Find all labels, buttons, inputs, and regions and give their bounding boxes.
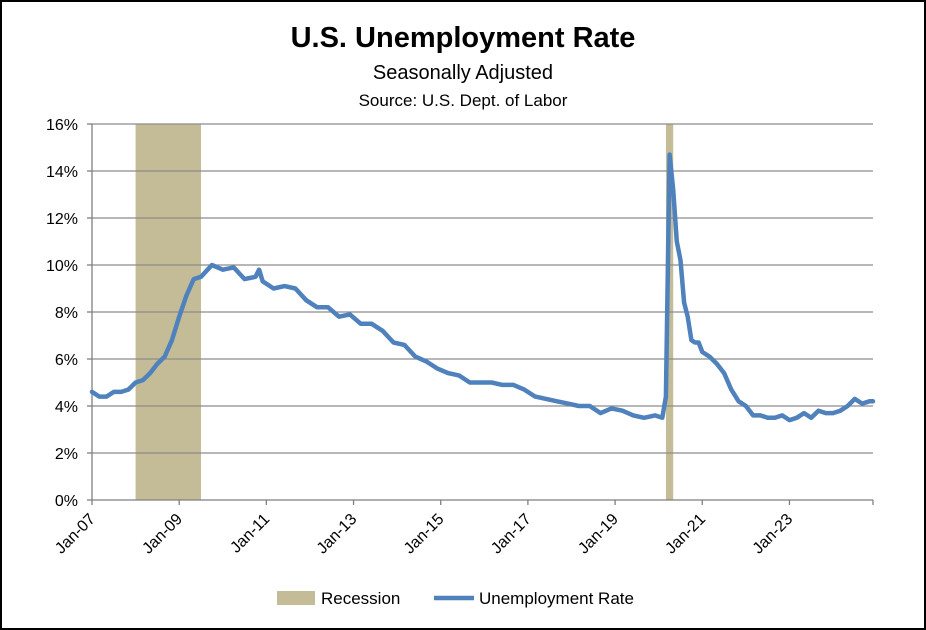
y-tick-label: 10% bbox=[46, 258, 78, 275]
x-tick-label: Jan-15 bbox=[401, 511, 448, 558]
legend-swatch-recession bbox=[277, 591, 315, 605]
x-tick-label: Jan-23 bbox=[750, 511, 797, 558]
y-tick-label: 6% bbox=[55, 352, 78, 369]
y-tick-label: 0% bbox=[55, 493, 78, 510]
x-tick-label: Jan-13 bbox=[314, 511, 361, 558]
chart-source: Source: U.S. Dept. of Labor bbox=[358, 91, 568, 110]
y-tick-label: 14% bbox=[46, 164, 78, 181]
legend-label-recession: Recession bbox=[321, 589, 400, 608]
chart-title: U.S. Unemployment Rate bbox=[290, 22, 636, 54]
y-tick-label: 16% bbox=[46, 117, 78, 134]
x-tick-labels: Jan-07 Jan-09 Jan-11 Jan-13 Jan-15 Jan-17 Jan-… bbox=[52, 511, 796, 558]
axes bbox=[87, 123, 874, 505]
gridlines bbox=[92, 123, 873, 454]
x-tick-label: Jan-21 bbox=[662, 511, 709, 558]
series-line-unemployment-rate bbox=[89, 152, 876, 423]
y-tick-label: 8% bbox=[55, 305, 78, 322]
legend-label-unemployment-rate: Unemployment Rate bbox=[479, 589, 634, 608]
x-tick-label: Jan-17 bbox=[488, 511, 535, 558]
series bbox=[89, 152, 876, 423]
y-tick-labels: 0% 2% 4% 6% 8% 10% 12% 14% 16% bbox=[46, 117, 78, 510]
y-tick-label: 4% bbox=[55, 399, 78, 416]
y-tick-label: 12% bbox=[46, 211, 78, 228]
x-tick-label: Jan-07 bbox=[52, 511, 99, 558]
x-tick-label: Jan-09 bbox=[139, 511, 186, 558]
x-tick-label: Jan-19 bbox=[575, 511, 622, 558]
y-tick-label: 2% bbox=[55, 446, 78, 463]
chart-subtitle: Seasonally Adjusted bbox=[372, 62, 554, 84]
legend: Recession Unemployment Rate bbox=[277, 589, 634, 608]
x-tick-label: Jan-11 bbox=[227, 511, 273, 557]
